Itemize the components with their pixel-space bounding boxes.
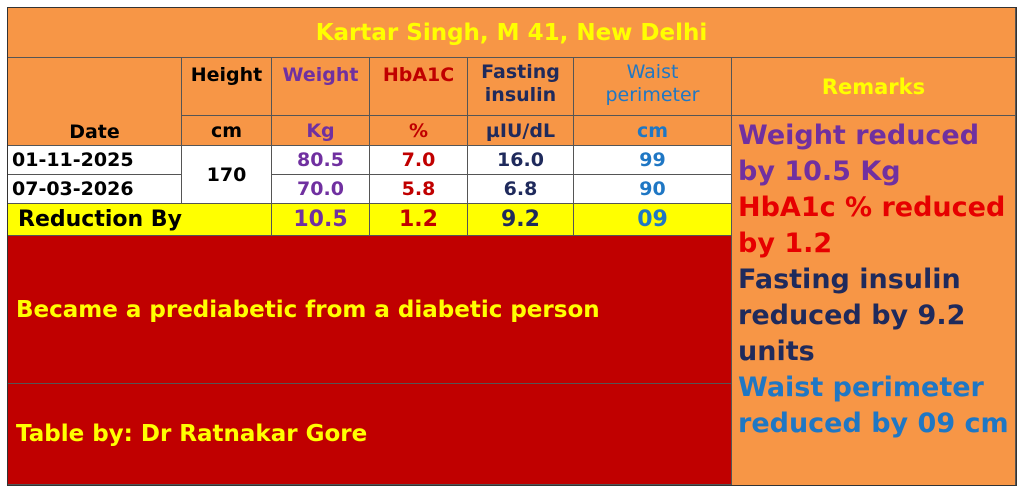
height-unit: cm [182,116,272,146]
status-note: Became a prediabetic from a diabetic per… [8,236,732,384]
height-value: 170 [182,146,272,204]
hba1c-unit: % [370,116,468,146]
remark-insulin: Fasting insulin reduced by 9.2 units [738,264,966,367]
remark-waist: Waist perimeter reduced by 09 cm [738,372,1009,439]
row2-weight: 70.0 [272,175,370,204]
row2-insulin: 6.8 [468,175,574,204]
reduction-weight: 10.5 [272,204,370,236]
height-header-label: Height [190,64,263,86]
row2-waist: 90 [574,175,732,204]
waist-header: Waist perimeter [574,58,732,116]
fasting-header-line1: Fasting [481,61,560,83]
waist-header-line2: perimeter [605,84,700,106]
insulin-unit: µIU/dL [468,116,574,146]
fasting-insulin-header: Fasting insulin [468,58,574,116]
remarks-panel: Weight reduced by 10.5 Kg HbA1c % reduce… [732,116,1016,485]
reduction-insulin: 9.2 [468,204,574,236]
remarks-header: Remarks [732,58,1016,116]
hba1c-header: HbA1C [370,58,468,116]
row1-waist: 99 [574,146,732,175]
row1-weight: 80.5 [272,146,370,175]
row2-hba1c: 5.8 [370,175,468,204]
row2-date: 07-03-2026 [8,175,182,204]
health-table: Kartar Singh, M 41, New Delhi Date Heigh… [7,7,1017,486]
row1-insulin: 16.0 [468,146,574,175]
table-title: Kartar Singh, M 41, New Delhi [8,8,1016,58]
row1-hba1c: 7.0 [370,146,468,175]
height-header: Height [182,58,272,116]
waist-header-line1: Waist [626,61,679,83]
hba1c-header-label: HbA1C [382,64,455,86]
weight-unit: Kg [272,116,370,146]
credit-note: Table by: Dr Ratnakar Gore [8,384,732,485]
date-header: Date [69,121,120,143]
reduction-hba1c: 1.2 [370,204,468,236]
date-header-cell: Date [8,58,182,146]
reduction-waist: 09 [574,204,732,236]
weight-header-label: Weight [282,64,359,86]
row1-date: 01-11-2025 [8,146,182,175]
fasting-header-line2: insulin [484,84,557,106]
remark-weight: Weight reduced by 10.5 Kg [738,120,980,187]
reduction-label: Reduction By [8,204,272,236]
remark-hba1c: HbA1c % reduced by 1.2 [738,192,1006,259]
weight-header: Weight [272,58,370,116]
waist-unit: cm [574,116,732,146]
